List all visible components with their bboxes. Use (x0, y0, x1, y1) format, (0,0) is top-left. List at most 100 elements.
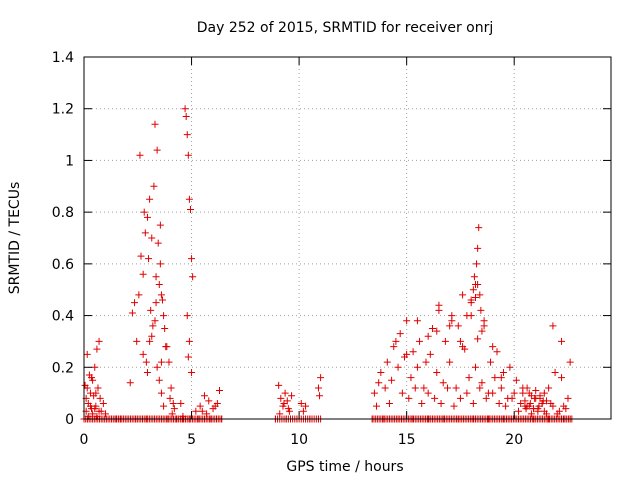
data-point (198, 407, 206, 415)
data-point (126, 379, 134, 387)
data-point (396, 330, 404, 338)
chart-title: Day 252 of 2015, SRMTID for receiver onr… (197, 20, 494, 36)
data-point (519, 389, 527, 397)
data-point (155, 281, 163, 289)
data-point (398, 389, 406, 397)
data-point (534, 407, 542, 415)
data-point (96, 394, 104, 402)
data-point (539, 397, 547, 405)
data-point (192, 407, 200, 415)
data-point (149, 322, 157, 330)
data-point (392, 337, 400, 345)
x-tick-label: 20 (505, 432, 523, 448)
data-point (510, 389, 518, 397)
data-point (203, 410, 211, 418)
data-point (160, 402, 168, 410)
data-point (426, 350, 434, 358)
data-point (316, 392, 324, 400)
data-point (495, 399, 503, 407)
x-tick-label: 10 (290, 432, 308, 448)
data-point (152, 273, 160, 281)
data-point (403, 317, 411, 325)
data-point (137, 252, 145, 260)
data-point (469, 399, 477, 407)
data-point (515, 407, 523, 415)
data-point (284, 405, 292, 413)
data-point (211, 402, 219, 410)
data-point (480, 322, 488, 330)
data-point (157, 358, 165, 366)
data-point (370, 389, 378, 397)
data-point (489, 343, 497, 351)
data-point (433, 368, 441, 376)
data-point (373, 402, 381, 410)
data-point (154, 239, 162, 247)
data-point (136, 151, 144, 159)
data-point (487, 358, 495, 366)
data-point (531, 394, 539, 402)
data-point (148, 332, 156, 340)
y-tick-label: 0.8 (52, 205, 74, 221)
data-point (184, 353, 192, 361)
data-point (152, 299, 160, 307)
data-point (564, 394, 572, 402)
data-point (157, 389, 165, 397)
data-point (446, 358, 454, 366)
data-point (276, 410, 284, 418)
data-point (459, 291, 467, 299)
data-point (168, 410, 176, 418)
data-point (151, 120, 159, 128)
data-point (148, 234, 156, 242)
data-point (424, 332, 432, 340)
data-point (131, 299, 139, 307)
data-point (139, 350, 147, 358)
data-point (450, 402, 458, 410)
data-point (444, 384, 452, 392)
data-point (558, 374, 566, 382)
data-point (553, 410, 561, 418)
axis-ticks: 0 0.2 0.4 0.6 0.8 1 1.2 1.4 0 5 10 15 20 (52, 50, 611, 448)
data-point (459, 343, 467, 351)
data-point (185, 195, 193, 203)
data-point (86, 402, 94, 410)
y-tick-label: 1 (65, 153, 74, 169)
data-point (502, 402, 510, 410)
data-point (189, 273, 197, 281)
data-point (390, 343, 398, 351)
data-point (517, 399, 525, 407)
data-point (388, 376, 396, 384)
data-point (153, 363, 161, 371)
data-point (166, 394, 174, 402)
data-point (280, 399, 288, 407)
data-point (183, 312, 191, 320)
data-point (170, 405, 178, 413)
data-point (558, 337, 566, 345)
data-point (512, 376, 520, 384)
data-point (169, 399, 177, 407)
data-point (177, 399, 185, 407)
data-point (418, 399, 426, 407)
data-point (157, 291, 165, 299)
data-point (95, 407, 103, 415)
data-point (147, 306, 155, 314)
data-point (566, 358, 574, 366)
plot-frame (83, 56, 612, 420)
data-point (463, 389, 471, 397)
data-point (413, 363, 421, 371)
data-point (277, 394, 285, 402)
data-point (476, 384, 484, 392)
data-point (153, 146, 161, 154)
data-point (160, 312, 168, 320)
data-point (441, 337, 449, 345)
data-point (133, 337, 141, 345)
data-point (317, 374, 325, 382)
data-point (288, 392, 296, 400)
data-point (471, 363, 479, 371)
data-point (431, 394, 439, 402)
data-point (497, 374, 505, 382)
data-point (91, 363, 99, 371)
data-point (297, 399, 305, 407)
data-point (535, 402, 543, 410)
data-point (474, 335, 482, 343)
data-point (383, 358, 391, 366)
